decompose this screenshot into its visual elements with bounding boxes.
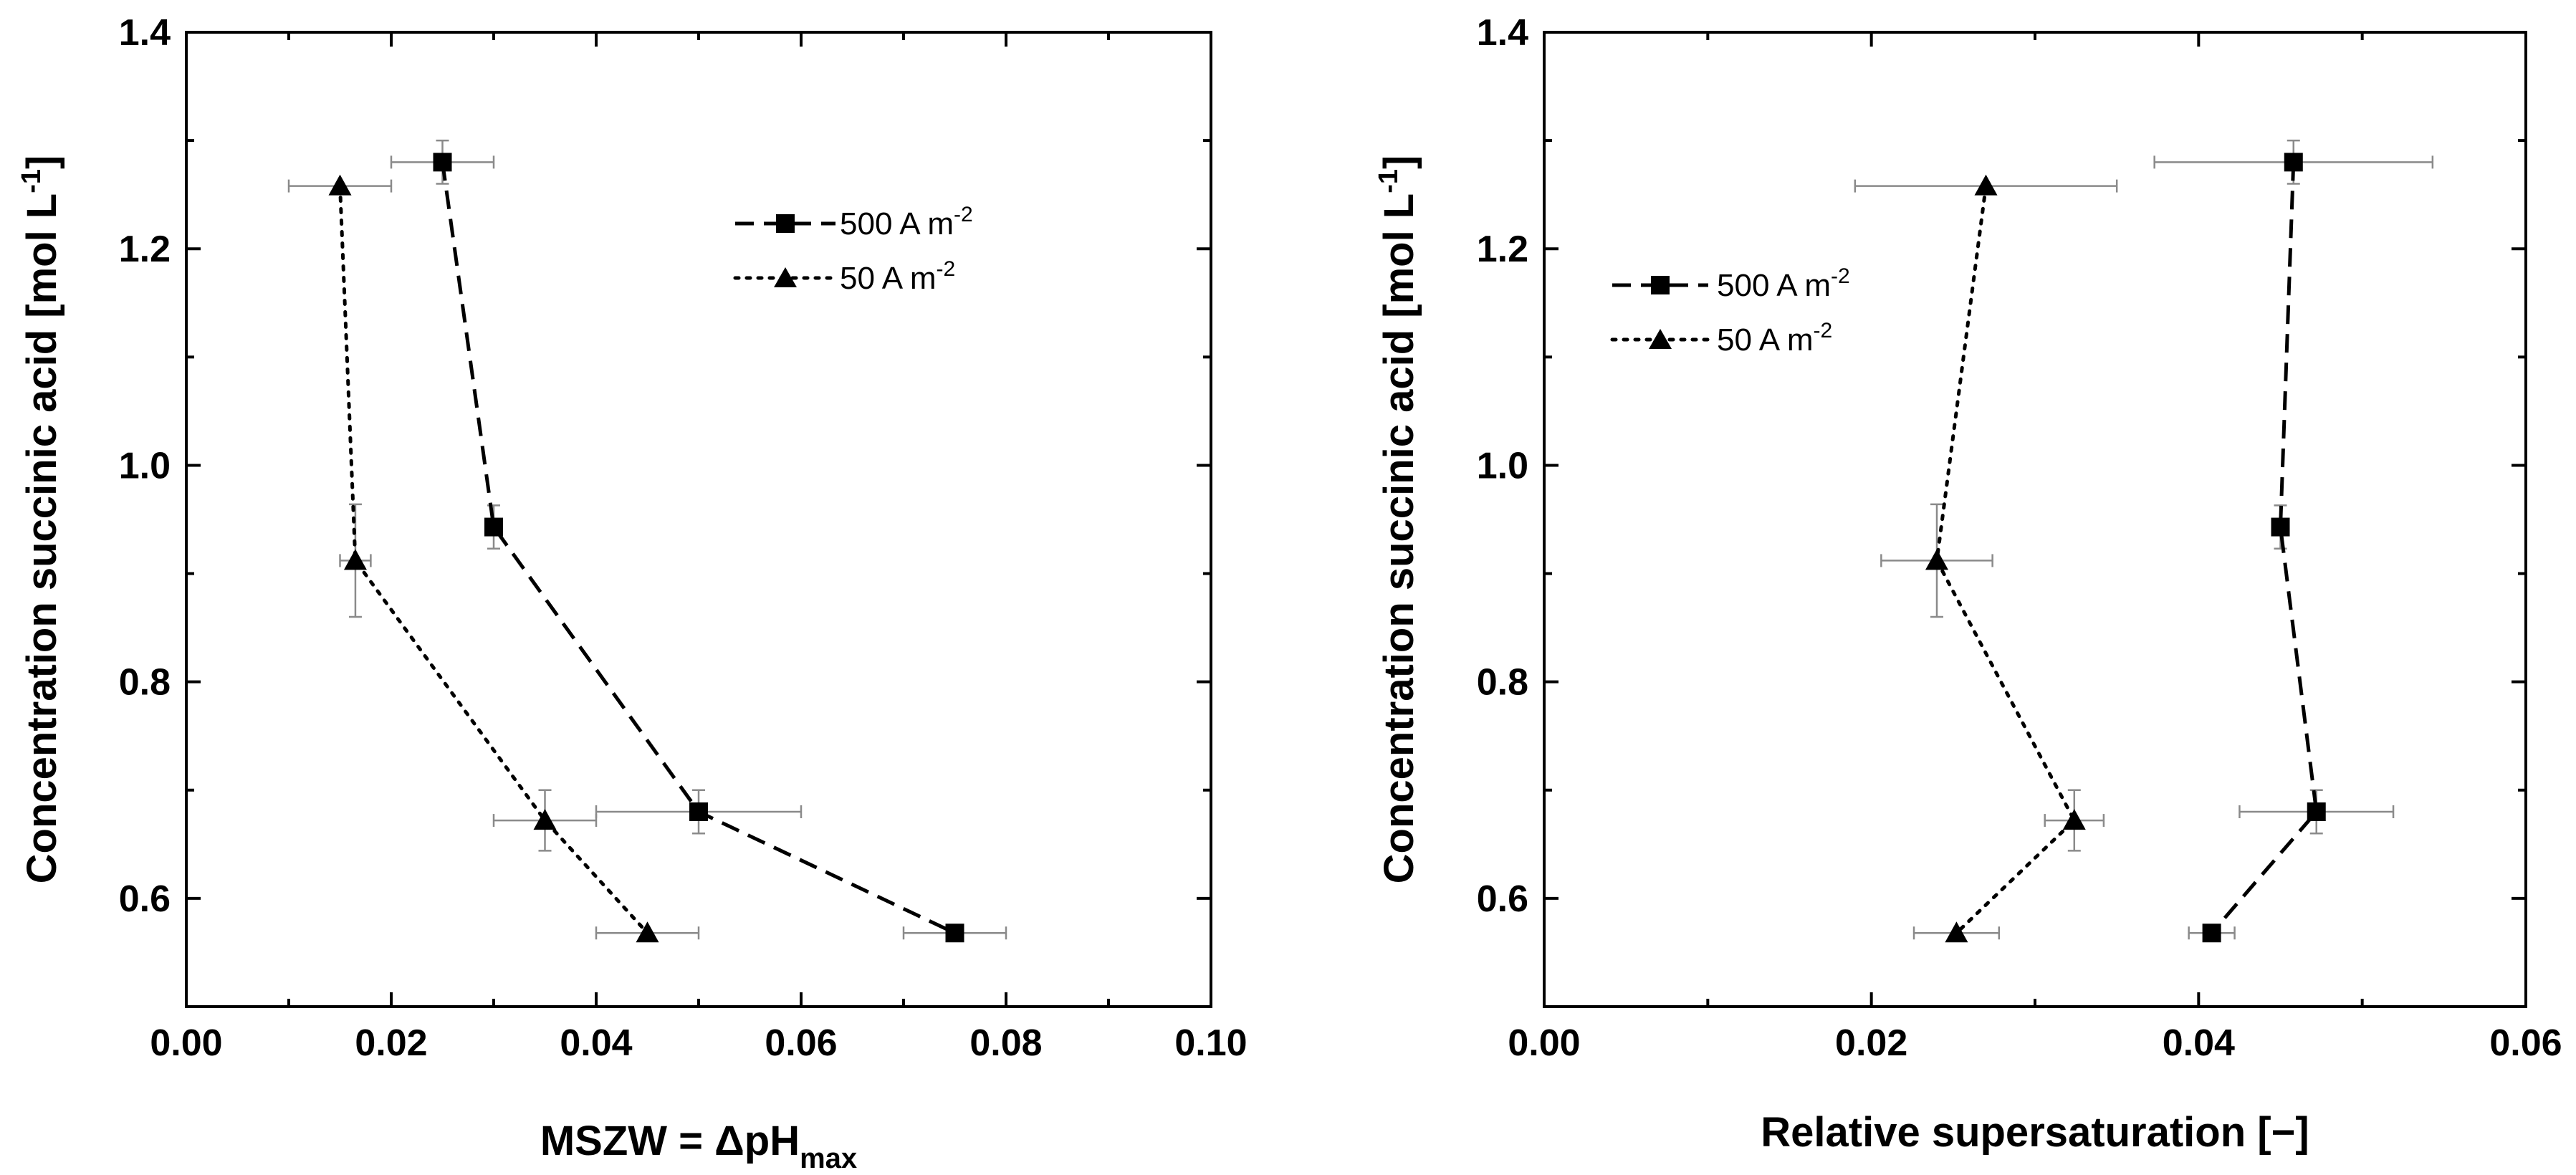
legend-item-500: 500 A m-2 xyxy=(1612,264,1850,303)
legend-label-50: 50 A m-2 xyxy=(840,257,955,296)
y-axis-title-left: Concentration succinic acid [mol L-1] xyxy=(16,155,65,884)
data-point-triangle xyxy=(1974,174,1998,196)
data-point-triangle xyxy=(1945,921,1968,943)
y-axis-title-right: Concentration succinic acid [mol L-1] xyxy=(1374,155,1422,884)
plot-frame-right xyxy=(1543,31,2527,1008)
x-axis-title-right: Relative supersaturation [−] xyxy=(1761,1109,2309,1156)
series-line-500 xyxy=(441,161,956,935)
data-point-triangle xyxy=(533,809,557,830)
x-tick-label: 0.06 xyxy=(2489,1022,2562,1064)
series-lines-right xyxy=(1935,162,2319,935)
y-tick-label: 1.2 xyxy=(1477,229,1528,270)
series-lines-left xyxy=(338,161,956,935)
data-point-square xyxy=(2284,153,2303,172)
legend-item-50: 50 A m-2 xyxy=(733,257,955,296)
data-point-square xyxy=(433,153,452,172)
data-point-triangle xyxy=(636,921,659,943)
data-point-triangle xyxy=(1925,549,1948,570)
y-tick-label: 0.8 xyxy=(119,662,171,704)
y-tick-label: 1.0 xyxy=(1477,445,1528,486)
ticks-left: 0.00 0.02 0.04 0.06 0.08 0.10 0.6 0.8 1.0 1.2 1.4 xyxy=(119,12,1248,1064)
legend-square-marker xyxy=(1651,276,1670,294)
x-tick-label: 0.04 xyxy=(560,1022,632,1064)
data-point-triangle xyxy=(343,549,367,570)
chart-right: 0.00 0.02 0.04 0.06 0.6 0.8 1.0 1.2 1.4 Concentr… xyxy=(1374,12,2562,1156)
legend-right: 500 A m-2 50 A m-2 xyxy=(1610,264,1850,358)
x-tick-label: 0.00 xyxy=(150,1022,222,1064)
data-point-square xyxy=(945,924,964,943)
y-tick-label: 1.0 xyxy=(119,445,171,486)
data-point-square xyxy=(2307,802,2326,821)
y-tick-label: 1.2 xyxy=(119,229,171,270)
legend-square-marker xyxy=(776,214,795,233)
y-tick-label: 0.8 xyxy=(1477,662,1528,704)
legend-item-50: 50 A m-2 xyxy=(1610,319,1832,358)
data-point-square xyxy=(484,517,503,537)
legend-triangle-marker xyxy=(1649,329,1672,349)
legend-left: 500 A m-2 50 A m-2 xyxy=(733,203,973,296)
data-point-square xyxy=(2271,517,2290,537)
chart-left: 0.00 0.02 0.04 0.06 0.08 0.100.60.81.01.21.4 … xyxy=(16,12,1248,1174)
ticks-right: 0.00 0.02 0.04 0.06 0.6 0.8 1.0 1.2 1.4 xyxy=(1477,12,2562,1064)
x-axis-title-left: MSZW = ΔpHmax xyxy=(540,1118,857,1174)
legend-label-500: 500 A m-2 xyxy=(840,203,973,241)
legend-triangle-marker xyxy=(774,267,797,287)
x-tick-label: 0.00 xyxy=(1508,1022,1580,1064)
markers-right xyxy=(1925,153,2326,943)
data-point-triangle xyxy=(2062,809,2086,830)
x-tick-label: 0.08 xyxy=(969,1022,1042,1064)
x-tick-label: 0.02 xyxy=(1835,1022,1907,1064)
legend-label-500: 500 A m-2 xyxy=(1717,264,1850,303)
x-tick-label: 0.10 xyxy=(1174,1022,1247,1064)
series-line-500 xyxy=(2210,162,2319,934)
y-tick-label: 1.4 xyxy=(1477,12,1528,54)
error-bars-right xyxy=(1854,139,2434,940)
legend-item-500: 500 A m-2 xyxy=(735,203,973,241)
y-tick-label: 1.4 xyxy=(119,12,171,54)
data-point-triangle xyxy=(328,174,352,196)
x-tick-label: 0.06 xyxy=(765,1022,837,1064)
x-tick-label: 0.02 xyxy=(355,1022,427,1064)
x-tick-label: 0.04 xyxy=(2163,1022,2235,1064)
y-tick-label: 0.6 xyxy=(119,878,171,920)
legend-label-50: 50 A m-2 xyxy=(1717,319,1832,358)
y-tick-label: 0.6 xyxy=(1477,878,1528,920)
markers-left xyxy=(328,153,964,943)
data-point-square xyxy=(689,802,708,821)
series-line-50 xyxy=(338,184,649,935)
data-point-square xyxy=(2202,924,2221,943)
